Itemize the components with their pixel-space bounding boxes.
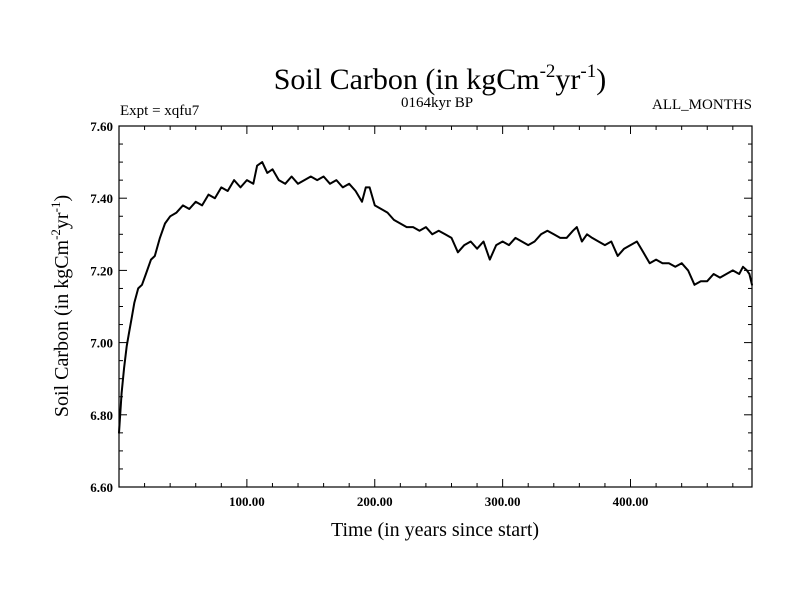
x-axis-label: Time (in years since start) [331, 519, 539, 541]
period-label: 0164kyr BP [401, 95, 473, 111]
x-tick-label: 300.00 [485, 494, 521, 509]
y-tick-label: 7.40 [90, 191, 113, 206]
x-tick-label: 400.00 [613, 494, 649, 509]
y-tick-label: 6.80 [90, 408, 113, 423]
y-tick-label: 7.60 [90, 119, 113, 134]
plot-frame [118, 125, 753, 488]
y-tick-label: 7.20 [90, 263, 113, 278]
x-tick-label: 100.00 [229, 494, 265, 509]
experiment-label: Expt = xqfu7 [120, 103, 200, 119]
y-tick-labels: 6.60 6.80 7.00 7.20 7.40 7.60 [90, 119, 113, 495]
soil-carbon-series-line [118, 161, 753, 434]
months-label: ALL_MONTHS [652, 97, 752, 113]
y-axis-label: Soil Carbon (in kgCm-2yr-1) [48, 195, 73, 417]
axis-ticks [119, 125, 752, 488]
x-tick-label: 200.00 [357, 494, 393, 509]
y-tick-label: 7.00 [90, 336, 113, 351]
y-tick-label: 6.60 [90, 480, 113, 495]
x-tick-labels: 100.00 200.00 300.00 400.00 [229, 494, 648, 509]
chart-title: Soil Carbon (in kgCm-2yr-1) [274, 61, 607, 96]
